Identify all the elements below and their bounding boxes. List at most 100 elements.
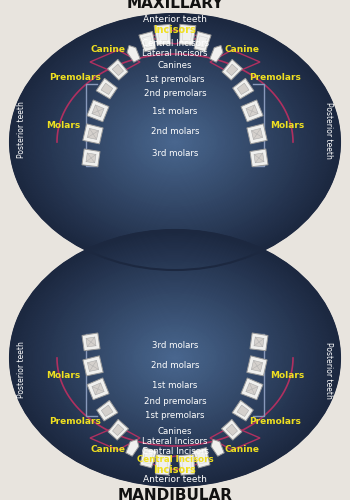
Ellipse shape xyxy=(159,129,191,155)
Text: Canine: Canine xyxy=(91,446,126,454)
Ellipse shape xyxy=(126,320,224,396)
Polygon shape xyxy=(82,149,100,166)
Text: 3rd molars: 3rd molars xyxy=(152,150,198,158)
Ellipse shape xyxy=(79,68,271,216)
Ellipse shape xyxy=(104,302,246,414)
Ellipse shape xyxy=(13,16,337,268)
Ellipse shape xyxy=(123,318,227,398)
Ellipse shape xyxy=(169,354,181,362)
Ellipse shape xyxy=(139,114,211,170)
Text: 2nd molars: 2nd molars xyxy=(151,128,199,136)
Ellipse shape xyxy=(49,260,301,456)
Polygon shape xyxy=(180,24,196,45)
Ellipse shape xyxy=(114,95,236,189)
Ellipse shape xyxy=(29,29,321,255)
Text: Premolars: Premolars xyxy=(249,418,301,426)
Text: Posterior teeth: Posterior teeth xyxy=(323,102,332,158)
Ellipse shape xyxy=(109,307,241,409)
Polygon shape xyxy=(88,360,99,372)
Polygon shape xyxy=(113,424,124,436)
Polygon shape xyxy=(254,153,264,163)
Text: Premolars: Premolars xyxy=(49,74,101,82)
Text: Canines: Canines xyxy=(158,62,192,70)
Text: MAXILLARY: MAXILLARY xyxy=(126,0,224,12)
Ellipse shape xyxy=(106,304,244,412)
Polygon shape xyxy=(154,24,170,45)
Ellipse shape xyxy=(60,268,290,448)
Text: Molars: Molars xyxy=(46,370,80,380)
Ellipse shape xyxy=(87,290,263,426)
Ellipse shape xyxy=(21,238,329,478)
Ellipse shape xyxy=(169,138,181,146)
Polygon shape xyxy=(251,360,262,372)
Ellipse shape xyxy=(167,136,183,148)
Ellipse shape xyxy=(54,48,296,236)
Ellipse shape xyxy=(120,100,230,184)
Ellipse shape xyxy=(84,288,266,428)
Text: Canines: Canines xyxy=(158,426,192,436)
Ellipse shape xyxy=(24,240,326,476)
Ellipse shape xyxy=(120,316,230,400)
Polygon shape xyxy=(96,78,117,99)
Ellipse shape xyxy=(32,247,318,469)
Text: Anterior teeth: Anterior teeth xyxy=(143,16,207,24)
Polygon shape xyxy=(211,440,224,456)
Ellipse shape xyxy=(10,230,340,486)
Polygon shape xyxy=(254,337,264,347)
Polygon shape xyxy=(250,149,268,166)
Ellipse shape xyxy=(172,140,178,144)
Ellipse shape xyxy=(51,262,299,454)
Ellipse shape xyxy=(57,266,293,450)
Ellipse shape xyxy=(18,20,332,264)
Polygon shape xyxy=(222,60,243,80)
Ellipse shape xyxy=(68,275,282,441)
Ellipse shape xyxy=(156,343,194,373)
Ellipse shape xyxy=(82,286,268,430)
Text: Premolars: Premolars xyxy=(249,74,301,82)
Polygon shape xyxy=(155,454,172,475)
Ellipse shape xyxy=(65,272,285,444)
Ellipse shape xyxy=(90,292,260,424)
Polygon shape xyxy=(233,78,254,99)
Text: Lateral Incisors: Lateral Incisors xyxy=(142,48,208,58)
Ellipse shape xyxy=(35,33,315,251)
Polygon shape xyxy=(237,405,249,416)
Text: 1st premolars: 1st premolars xyxy=(145,412,205,420)
Ellipse shape xyxy=(29,245,321,471)
Text: Posterior teeth: Posterior teeth xyxy=(18,342,27,398)
Ellipse shape xyxy=(62,54,288,230)
Text: 2nd premolars: 2nd premolars xyxy=(144,90,206,98)
Text: 1st molars: 1st molars xyxy=(152,382,198,390)
Text: 2nd premolars: 2nd premolars xyxy=(144,398,206,406)
Ellipse shape xyxy=(32,31,318,253)
Ellipse shape xyxy=(106,88,244,196)
Ellipse shape xyxy=(51,46,299,238)
Text: Posterior teeth: Posterior teeth xyxy=(323,342,332,398)
Ellipse shape xyxy=(153,125,197,159)
Ellipse shape xyxy=(15,234,335,482)
Ellipse shape xyxy=(167,352,183,364)
Polygon shape xyxy=(237,83,249,94)
Polygon shape xyxy=(107,60,128,80)
Polygon shape xyxy=(86,153,96,163)
Ellipse shape xyxy=(172,356,178,360)
Polygon shape xyxy=(82,333,100,350)
Polygon shape xyxy=(87,100,109,122)
Polygon shape xyxy=(210,46,223,62)
Text: Central Incisors: Central Incisors xyxy=(141,448,209,456)
Polygon shape xyxy=(140,448,157,468)
Polygon shape xyxy=(250,333,268,350)
Ellipse shape xyxy=(128,322,222,394)
Ellipse shape xyxy=(46,42,304,242)
Ellipse shape xyxy=(43,40,307,244)
Ellipse shape xyxy=(114,311,236,405)
Polygon shape xyxy=(247,124,267,144)
Text: Incisors: Incisors xyxy=(154,25,196,35)
Ellipse shape xyxy=(150,339,200,377)
Text: Canine: Canine xyxy=(224,446,259,454)
Polygon shape xyxy=(232,400,253,421)
Ellipse shape xyxy=(161,348,189,368)
Text: Posterior teeth: Posterior teeth xyxy=(18,102,27,158)
Ellipse shape xyxy=(37,252,313,464)
Ellipse shape xyxy=(145,334,205,382)
